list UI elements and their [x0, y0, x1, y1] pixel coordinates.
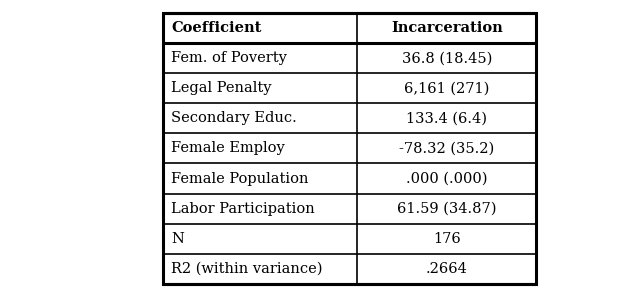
Text: 61.59 (34.87): 61.59 (34.87): [397, 202, 497, 216]
Text: Female Population: Female Population: [171, 171, 308, 186]
Text: Coefficient: Coefficient: [171, 21, 261, 35]
Text: Incarceration: Incarceration: [391, 21, 502, 35]
Text: R2 (within variance): R2 (within variance): [171, 262, 323, 276]
Text: 6,161 (271): 6,161 (271): [404, 81, 490, 95]
Text: 176: 176: [433, 232, 461, 245]
Text: .000 (.000): .000 (.000): [406, 171, 488, 186]
Text: 36.8 (18.45): 36.8 (18.45): [401, 51, 492, 65]
Text: Female Employ: Female Employ: [171, 141, 285, 156]
Text: N: N: [171, 232, 184, 245]
Text: Legal Penalty: Legal Penalty: [171, 81, 271, 95]
Text: 133.4 (6.4): 133.4 (6.4): [406, 111, 487, 126]
Text: Fem. of Poverty: Fem. of Poverty: [171, 51, 287, 65]
Text: .2664: .2664: [426, 262, 468, 276]
Text: Secondary Educ.: Secondary Educ.: [171, 111, 296, 126]
Text: -78.32 (35.2): -78.32 (35.2): [399, 141, 494, 156]
Text: Labor Participation: Labor Participation: [171, 202, 315, 216]
